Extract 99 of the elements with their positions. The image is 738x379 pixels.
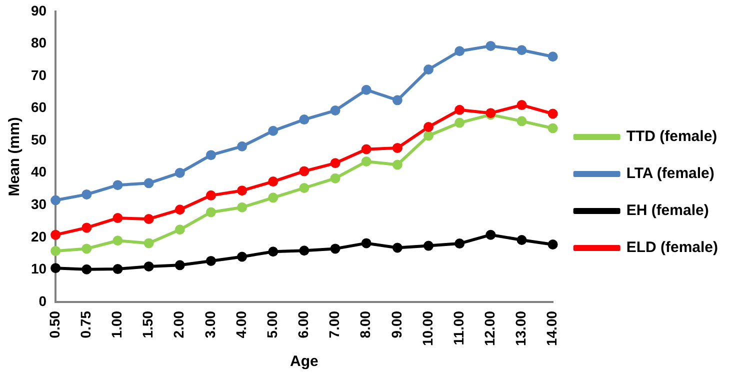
x-tick-label: 10.00: [419, 310, 436, 346]
point: [268, 126, 278, 136]
point: [174, 224, 185, 235]
point: [112, 264, 123, 274]
x-axis-title: Age: [290, 353, 318, 370]
x-tick-label: 0.75: [78, 310, 94, 338]
point: [174, 204, 185, 215]
point: [454, 238, 465, 249]
point: [330, 173, 340, 184]
y-tick-label: 70: [30, 66, 47, 83]
point: [424, 122, 434, 132]
point: [330, 158, 340, 168]
legend-label: EH (female): [626, 202, 709, 220]
point: [548, 123, 558, 134]
x-tick-label: 8.00: [357, 310, 374, 338]
y-axis-title: Mean (mm): [6, 117, 24, 196]
point: [392, 160, 402, 170]
y-tick-label: 50: [30, 131, 47, 148]
y-tick-label: 40: [30, 164, 47, 180]
point: [361, 144, 372, 154]
x-tick-label: 4.00: [232, 310, 249, 338]
point: [454, 46, 465, 56]
legend-label: ELD (female): [626, 239, 718, 256]
point: [237, 202, 248, 212]
legend-label: TTD (female): [626, 128, 718, 146]
x-tick-label: 12.00: [482, 310, 498, 346]
point: [361, 238, 372, 248]
point: [268, 192, 278, 203]
point: [392, 242, 402, 253]
x-tick-label: 0.50: [46, 310, 62, 338]
point: [237, 186, 248, 196]
point: [82, 244, 92, 254]
point: [299, 246, 310, 256]
y-tick-label: 20: [30, 228, 47, 244]
point: [174, 260, 185, 270]
point: [206, 207, 216, 218]
point: [299, 183, 310, 193]
y-tick-label: 30: [30, 196, 47, 212]
point: [50, 230, 61, 240]
point: [392, 142, 402, 153]
point: [516, 100, 527, 110]
point: [206, 256, 216, 266]
point: [486, 40, 496, 51]
x-tick-label: 11.00: [450, 310, 466, 346]
point: [548, 108, 558, 119]
point: [516, 116, 527, 126]
point: [516, 234, 527, 245]
point: [174, 168, 185, 178]
y-tick-label: 0: [38, 292, 47, 309]
point: [50, 195, 61, 206]
x-tick-label: 6.00: [295, 310, 312, 338]
point: [454, 104, 465, 115]
point: [50, 263, 61, 274]
point: [330, 244, 340, 254]
point: [237, 141, 248, 152]
point: [454, 118, 465, 128]
x-tick-label: 5.00: [264, 310, 280, 338]
x-tick-label: 1.50: [140, 310, 156, 338]
x-tick-label: 3.00: [202, 310, 218, 338]
point: [112, 236, 123, 246]
point: [82, 222, 92, 233]
point: [82, 189, 92, 200]
x-tick-label: 9.00: [388, 310, 404, 338]
point: [548, 240, 558, 250]
x-tick-label: 1.00: [108, 310, 125, 338]
y-tick-label: 90: [30, 2, 47, 18]
point: [392, 95, 402, 106]
y-tick-label: 80: [30, 34, 47, 51]
y-tick-label: 10: [30, 260, 47, 277]
point: [268, 246, 278, 257]
point: [516, 45, 527, 56]
point: [361, 84, 372, 95]
point: [424, 64, 434, 75]
point: [330, 106, 340, 116]
x-tick-label: 13.00: [512, 310, 529, 346]
point: [144, 238, 154, 248]
point: [237, 252, 248, 262]
point: [299, 166, 310, 176]
point: [486, 230, 496, 240]
point: [50, 246, 61, 256]
point: [361, 156, 372, 167]
point: [144, 214, 154, 224]
point: [424, 240, 434, 251]
point: [112, 213, 123, 224]
point: [206, 190, 216, 200]
legend-label: LTA (female): [626, 165, 714, 182]
point: [206, 150, 216, 160]
x-tick-label: 2.00: [170, 310, 187, 338]
point: [112, 180, 123, 190]
point: [548, 52, 558, 62]
point: [299, 114, 310, 125]
point: [268, 176, 278, 187]
y-tick-label: 60: [30, 99, 47, 116]
x-tick-label: 14.00: [544, 310, 560, 346]
point: [82, 264, 92, 274]
point: [144, 261, 154, 272]
point: [144, 178, 154, 188]
x-tick-label: 7.00: [326, 310, 342, 338]
point: [424, 130, 434, 141]
